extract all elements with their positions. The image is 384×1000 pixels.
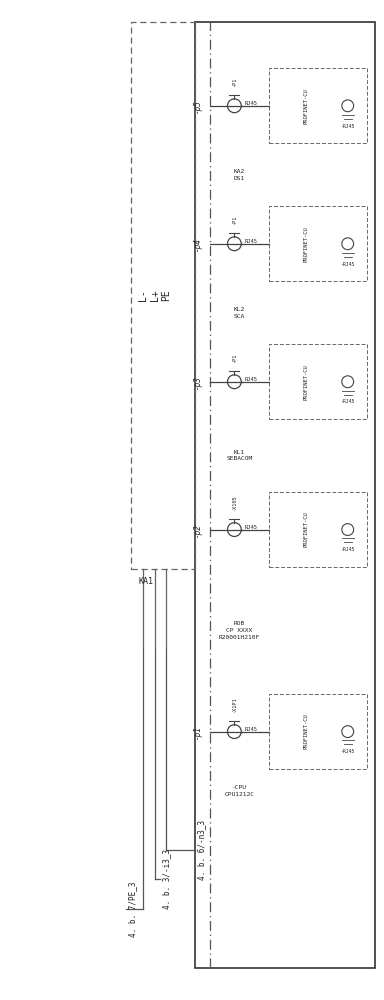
- Text: RJ45: RJ45: [244, 101, 257, 106]
- Text: -CPU
CPU1212C: -CPU CPU1212C: [224, 785, 254, 797]
- Bar: [269, 68, 367, 143]
- Text: 4. b. 7/PE_3: 4. b. 7/PE_3: [128, 881, 137, 937]
- Text: -RJ45: -RJ45: [341, 749, 355, 754]
- Text: -p2: -p2: [193, 523, 202, 537]
- Text: -p4: -p4: [193, 237, 202, 251]
- Text: -X1P1: -X1P1: [232, 697, 237, 713]
- Text: -P1: -P1: [232, 78, 237, 87]
- Text: -p1: -p1: [193, 725, 202, 739]
- Text: 4. b. 3/-i3_3: 4. b. 3/-i3_3: [162, 849, 171, 909]
- Text: -RJ45: -RJ45: [341, 399, 355, 404]
- Text: -p5: -p5: [193, 99, 202, 113]
- Text: RJ45: RJ45: [244, 377, 257, 382]
- Text: L+: L+: [149, 290, 159, 301]
- Text: -RJ45: -RJ45: [341, 124, 355, 129]
- Text: RJ45: RJ45: [244, 525, 257, 530]
- Text: -P1: -P1: [232, 216, 237, 225]
- Text: -P1: -P1: [232, 354, 237, 363]
- Bar: [269, 206, 367, 281]
- Text: ROB
CP XXXX
R20001H210F: ROB CP XXXX R20001H210F: [218, 621, 260, 640]
- Text: PROFINET-CU: PROFINET-CU: [304, 364, 309, 400]
- Text: -p3: -p3: [193, 375, 202, 389]
- Text: PROFINET-CU: PROFINET-CU: [304, 714, 309, 749]
- Text: PROFINET-CU: PROFINET-CU: [304, 512, 309, 547]
- Bar: [269, 344, 367, 419]
- Text: KA2
DS1: KA2 DS1: [234, 169, 245, 181]
- Text: RJ45: RJ45: [244, 239, 257, 244]
- Text: -RJ45: -RJ45: [341, 262, 355, 267]
- Text: KA1: KA1: [139, 577, 154, 586]
- Bar: [131, 22, 195, 569]
- Text: -X105: -X105: [232, 495, 237, 511]
- Bar: [269, 694, 367, 769]
- Text: KL1
SEBACOM: KL1 SEBACOM: [226, 450, 252, 461]
- Text: KL2
SCA: KL2 SCA: [234, 307, 245, 319]
- Bar: [195, 22, 375, 968]
- Text: RJ45: RJ45: [244, 727, 257, 732]
- Text: -RJ45: -RJ45: [341, 547, 355, 552]
- Text: PE: PE: [161, 290, 171, 301]
- Text: PROFINET-CU: PROFINET-CU: [304, 226, 309, 262]
- Text: PROFINET-CU: PROFINET-CU: [304, 88, 309, 124]
- Text: L-: L-: [138, 290, 148, 301]
- Text: 4. b. 6/-n3_3: 4. b. 6/-n3_3: [197, 820, 206, 880]
- Bar: [269, 492, 367, 567]
